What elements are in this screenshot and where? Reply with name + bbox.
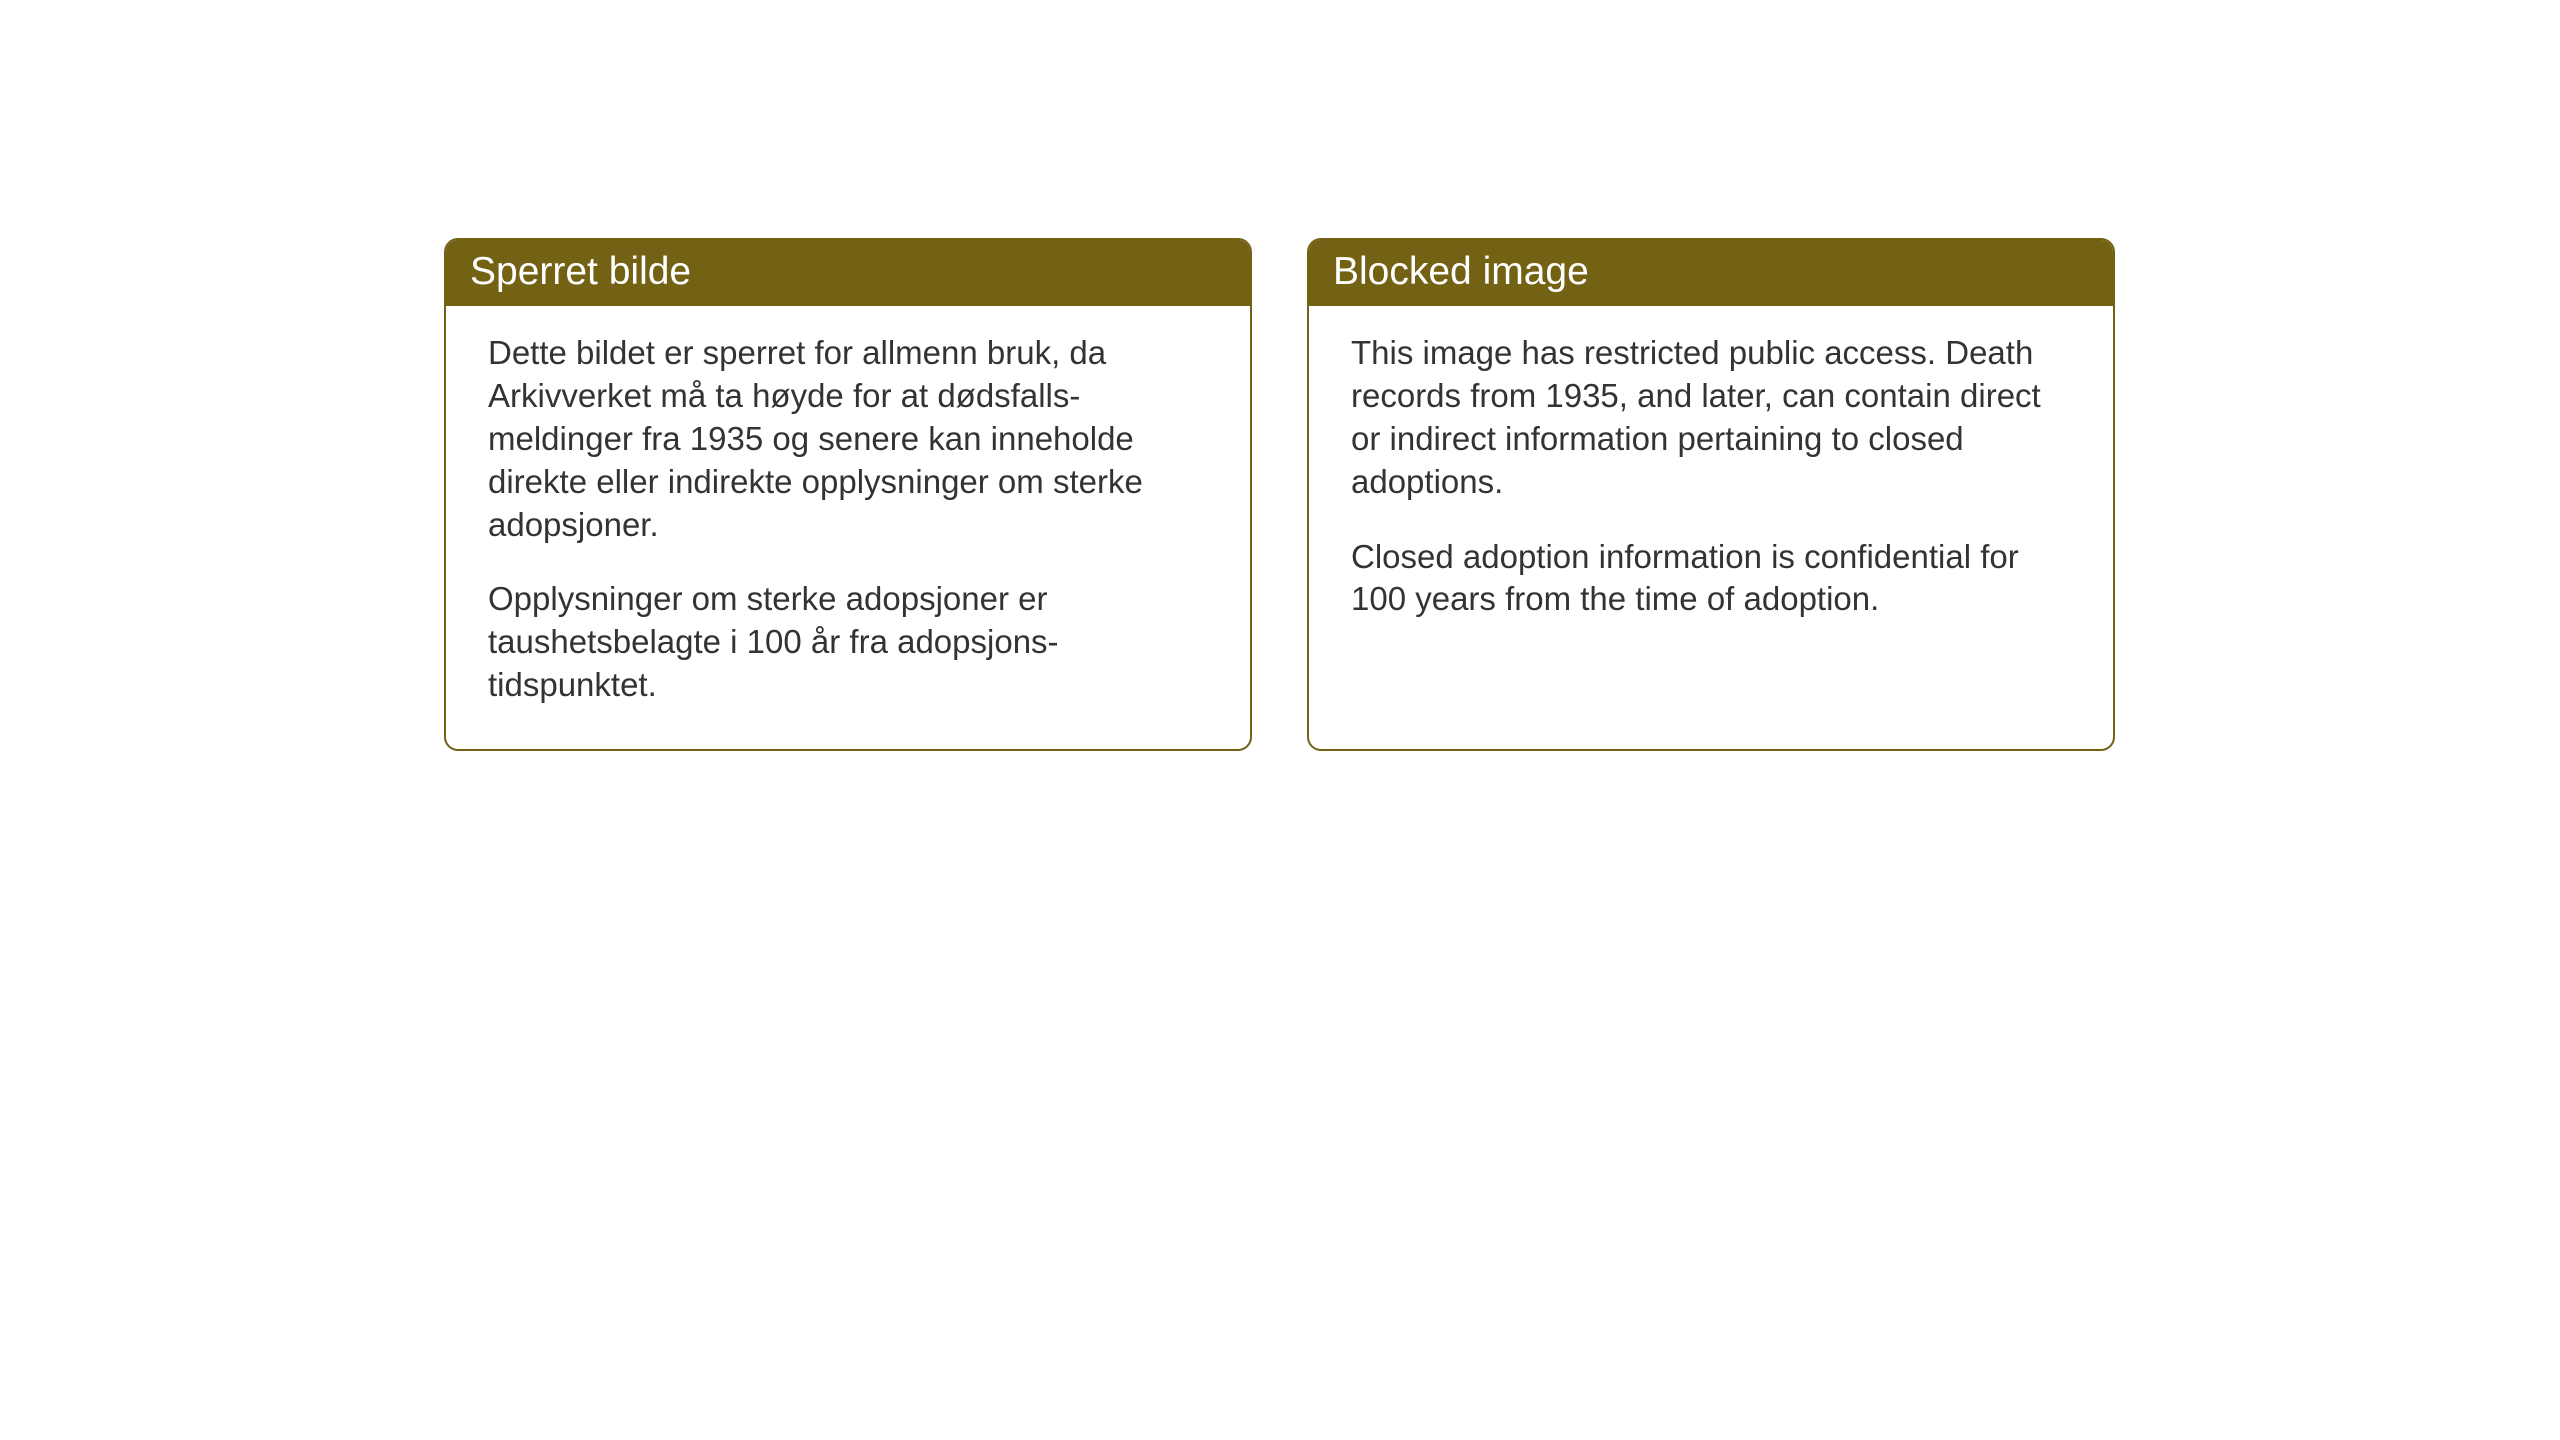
card-body-norwegian: Dette bildet er sperret for allmenn bruk…	[446, 306, 1250, 749]
paragraph-2-norwegian: Opplysninger om sterke adopsjoner er tau…	[488, 578, 1208, 707]
paragraph-2-english: Closed adoption information is confident…	[1351, 536, 2071, 622]
paragraph-1-english: This image has restricted public access.…	[1351, 332, 2071, 504]
card-header-english: Blocked image	[1309, 240, 2113, 306]
card-english: Blocked image This image has restricted …	[1307, 238, 2115, 751]
cards-container: Sperret bilde Dette bildet er sperret fo…	[444, 238, 2115, 751]
card-header-norwegian: Sperret bilde	[446, 240, 1250, 306]
paragraph-1-norwegian: Dette bildet er sperret for allmenn bruk…	[488, 332, 1208, 546]
card-body-english: This image has restricted public access.…	[1309, 306, 2113, 746]
card-norwegian: Sperret bilde Dette bildet er sperret fo…	[444, 238, 1252, 751]
